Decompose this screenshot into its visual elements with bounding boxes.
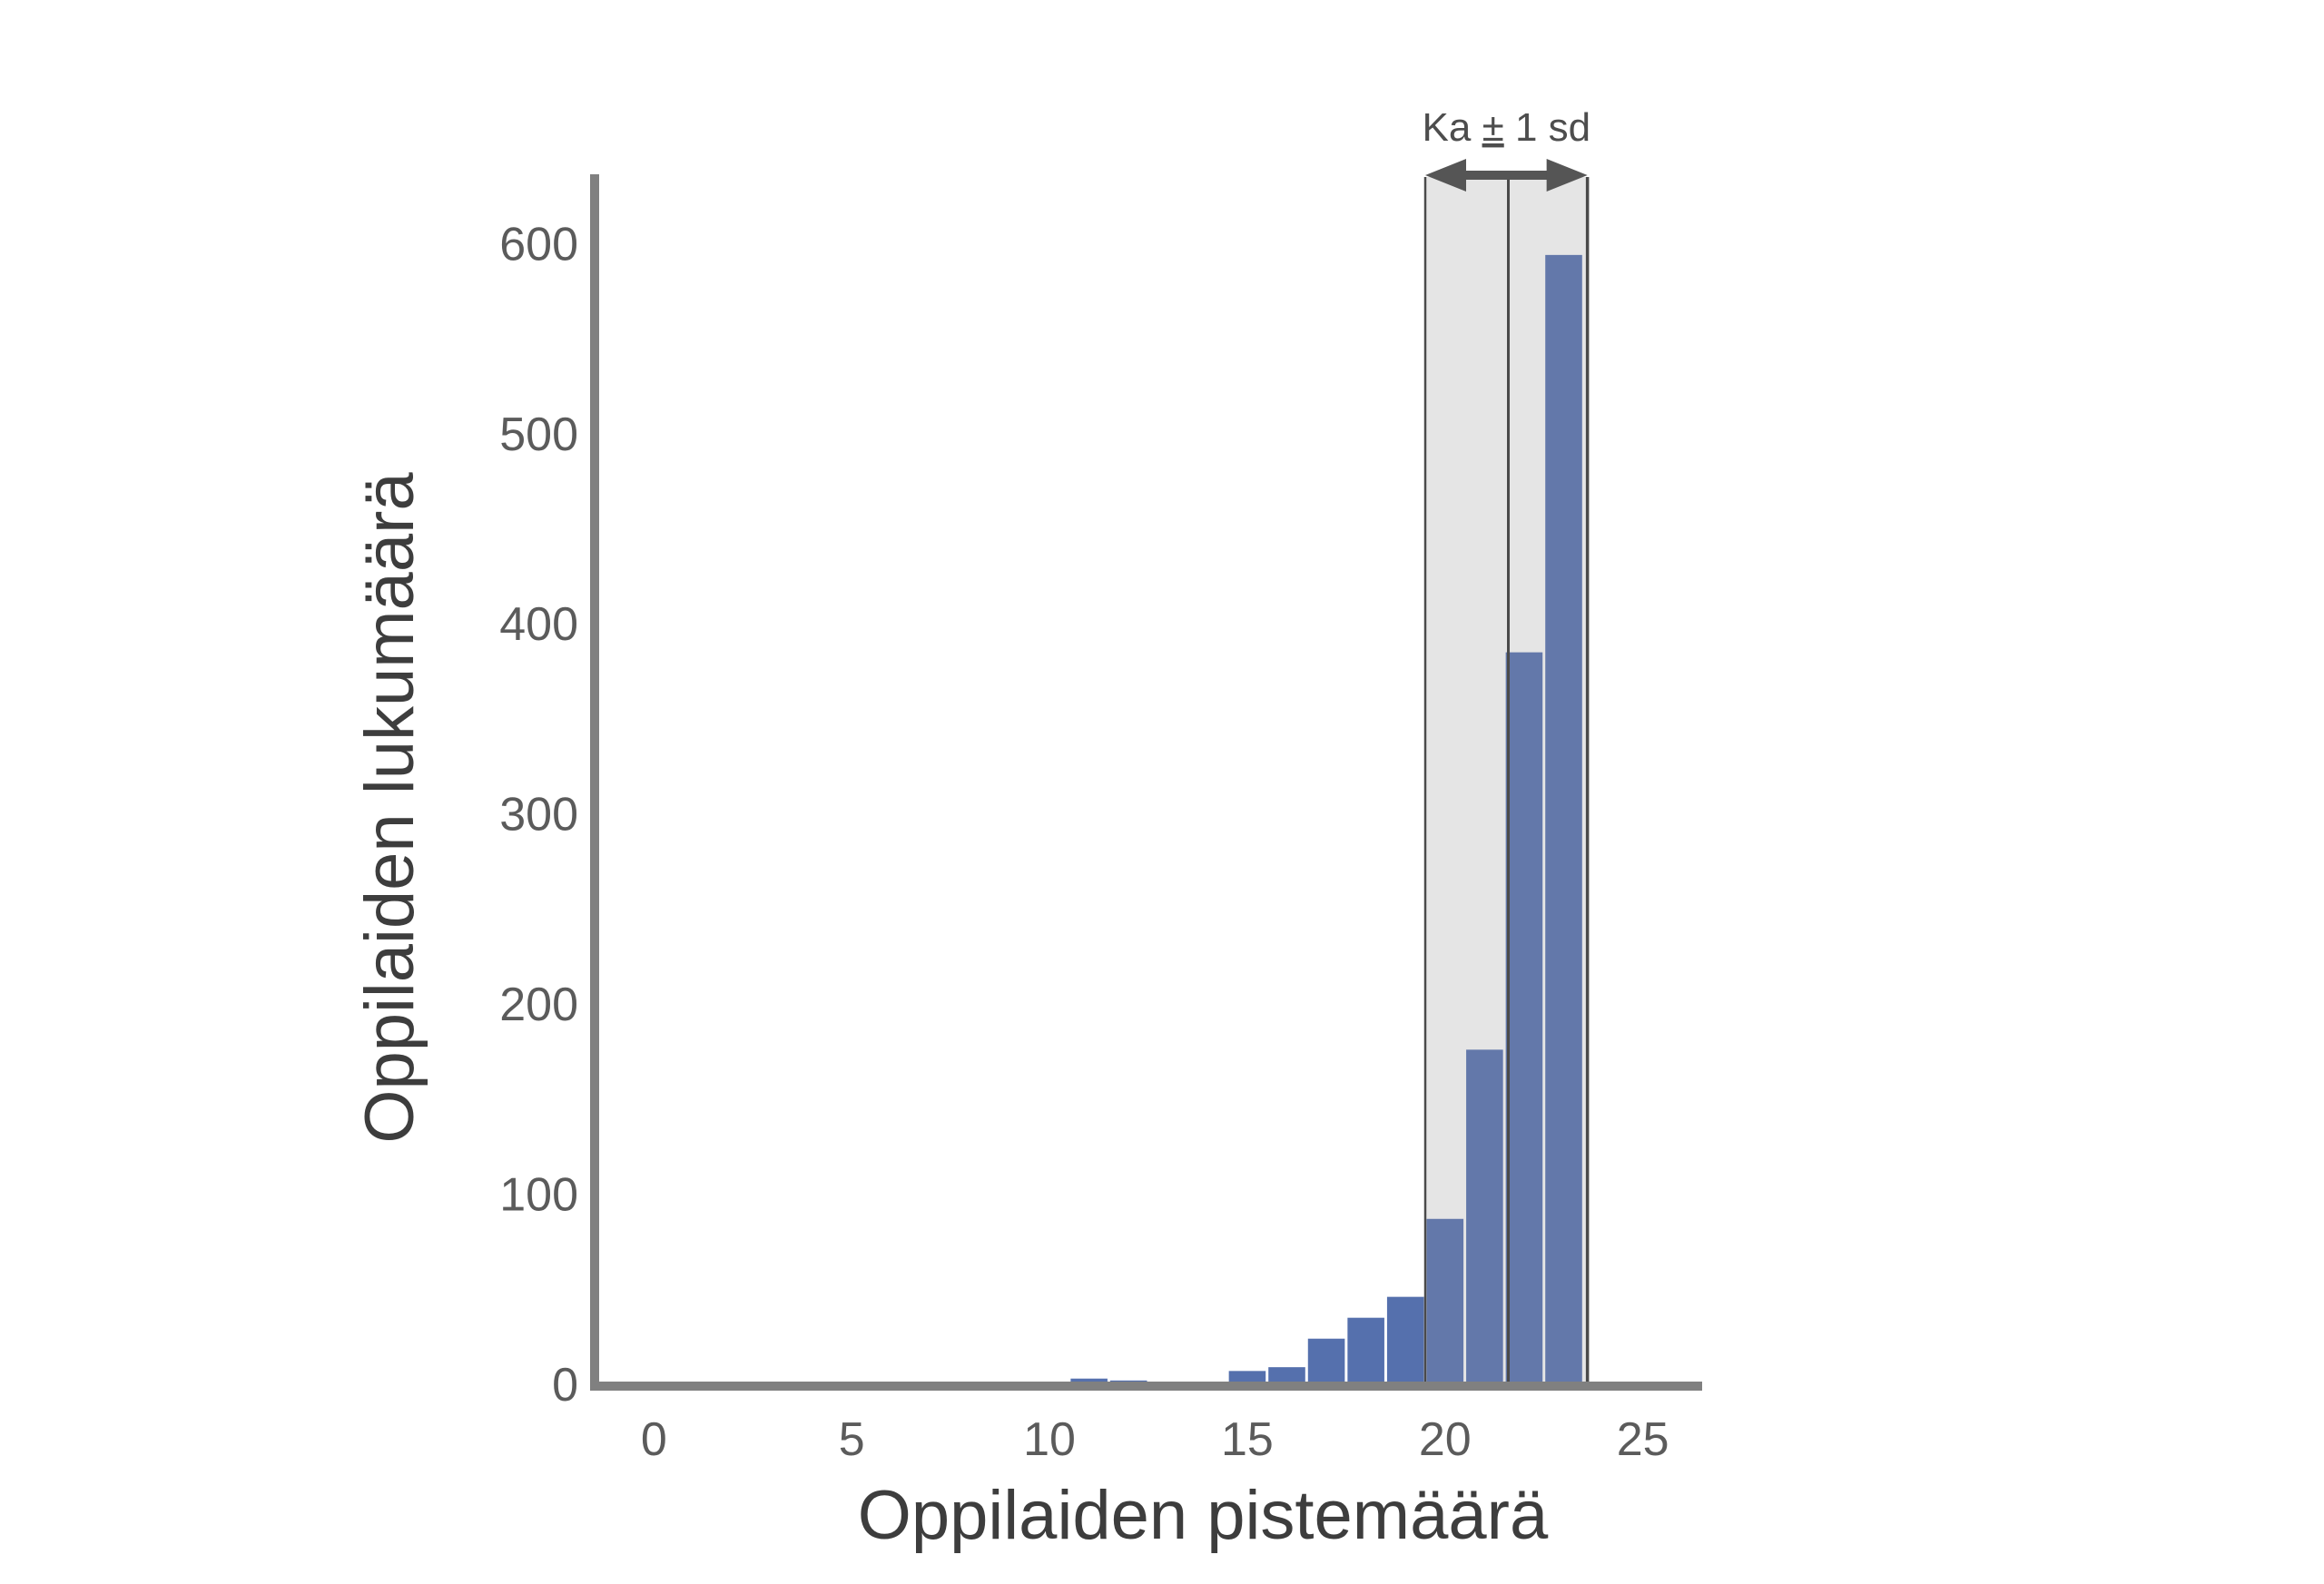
histogram-bar-21: [1466, 1049, 1503, 1384]
x-tick-label-15: 15: [1221, 1413, 1274, 1466]
histogram-bar-18: [1347, 1317, 1384, 1384]
y-tick-label-200: 200: [499, 979, 578, 1031]
x-tick-label-25: 25: [1617, 1413, 1669, 1466]
histogram-bar-19: [1386, 1296, 1424, 1384]
sd-band-label: Ka ± 1 sd: [1423, 105, 1591, 150]
x-tick-label-10: 10: [1023, 1413, 1076, 1466]
histogram-bar-20: [1426, 1218, 1464, 1384]
x-axis-title: Oppilaiden pistemäärä: [858, 1477, 1549, 1554]
x-tick-label-5: 5: [839, 1413, 865, 1466]
x-tick-label-0: 0: [641, 1413, 667, 1466]
histogram-bar-15: [1228, 1371, 1266, 1384]
y-tick-label-300: 300: [499, 789, 578, 841]
histogram-bar-11: [1070, 1378, 1108, 1384]
y-tick-label-400: 400: [499, 598, 578, 651]
histogram-bar-17: [1307, 1338, 1345, 1384]
x-tick-label-20: 20: [1419, 1413, 1472, 1466]
sd-arrow-right-head: [1546, 159, 1588, 192]
histogram-bar-16: [1268, 1367, 1305, 1384]
y-tick-label-0: 0: [552, 1359, 578, 1412]
y-tick-label-100: 100: [499, 1169, 578, 1222]
y-axis-title: Oppilaiden lukumäärä: [351, 472, 428, 1144]
y-tick-label-500: 500: [499, 408, 578, 461]
sd-arrow-left-head: [1425, 159, 1466, 192]
histogram-bar-23: [1545, 254, 1582, 1384]
y-tick-label-600: 600: [499, 218, 578, 271]
histogram-bar-22: [1505, 652, 1543, 1384]
